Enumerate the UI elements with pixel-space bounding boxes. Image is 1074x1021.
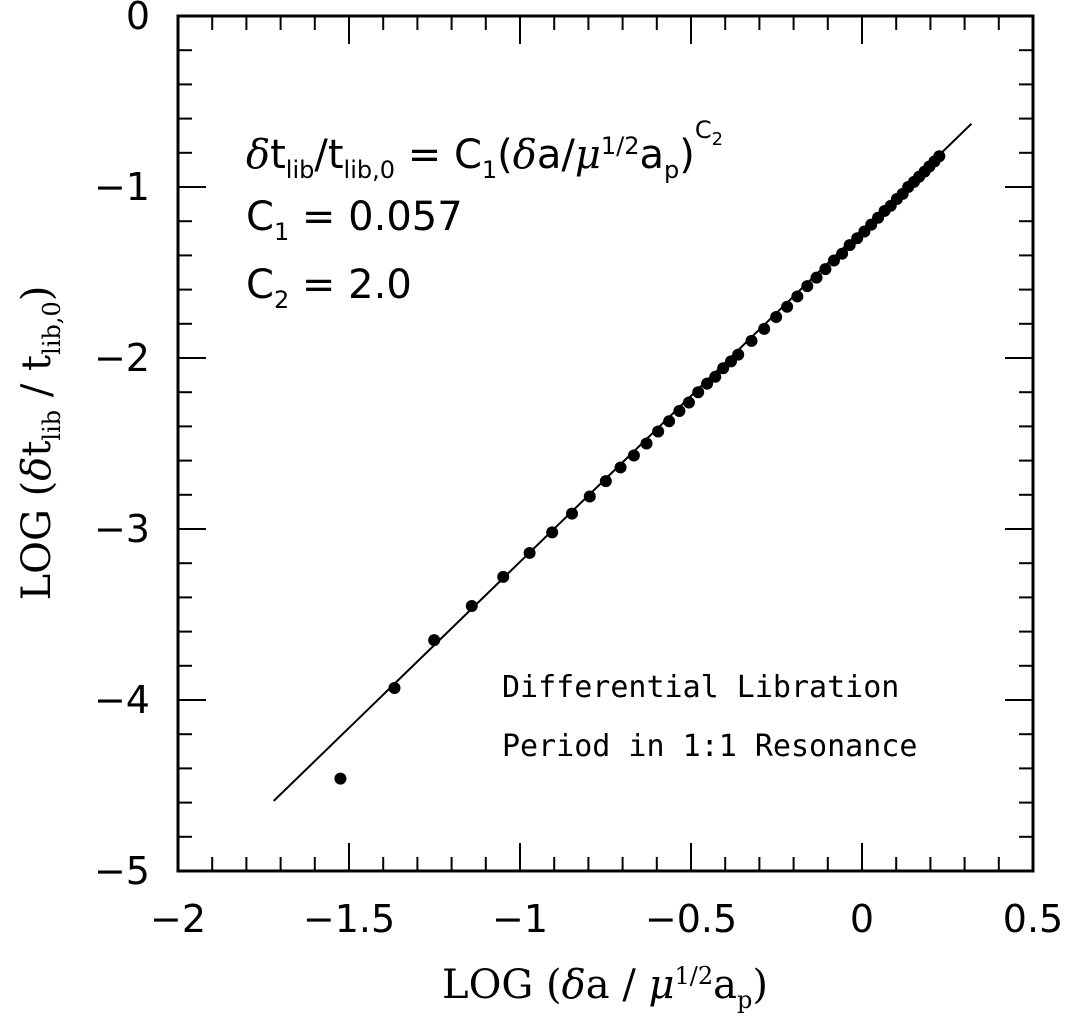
formula-exp-sub: 2 xyxy=(712,129,723,150)
data-point xyxy=(745,334,758,347)
c1-c: C xyxy=(246,194,274,240)
x-title-sub: p xyxy=(737,986,752,1014)
formula-close-paren: ) xyxy=(679,132,695,178)
formula-a2: a xyxy=(639,132,664,178)
data-point xyxy=(673,405,686,418)
formula-eq-c: = C xyxy=(395,132,482,178)
y-title-delta: δ xyxy=(14,457,60,481)
data-point xyxy=(565,507,578,520)
c2-sub: 2 xyxy=(274,286,289,314)
data-point xyxy=(770,310,783,323)
x-tick-labels: −2 −1.5 −1 −0.5 0 0.5 xyxy=(150,897,1063,941)
y-tick-labels: 0 −1 −2 −3 −4 −5 xyxy=(94,0,150,893)
formula-delta-2: δ xyxy=(513,132,537,178)
x-title-delta: δ xyxy=(562,962,586,1008)
x-tick-label: −0.5 xyxy=(645,897,737,941)
data-point xyxy=(334,772,347,785)
data-point xyxy=(583,490,596,503)
data-point xyxy=(523,546,536,559)
c2-c: C xyxy=(246,262,274,308)
data-point xyxy=(732,348,745,361)
x-title-suffix: ) xyxy=(752,962,768,1008)
c2-value: = 2.0 xyxy=(289,262,412,308)
data-point xyxy=(627,449,640,462)
c1-annotation: C1 = 0.057 xyxy=(246,194,463,246)
data-point xyxy=(801,280,814,293)
data-point xyxy=(791,290,804,303)
y-title-sub2: lib,0 xyxy=(38,301,66,355)
formula-sub-p: p xyxy=(664,156,679,184)
data-point xyxy=(810,271,823,284)
note-line-1: Differential Libration xyxy=(502,670,899,705)
data-points xyxy=(334,150,946,785)
c1-sub: 1 xyxy=(274,218,289,246)
formula-annotation: δtlib/tlib,0 = C1(δa/μ1/2ap)C2 xyxy=(246,116,723,184)
data-point xyxy=(819,263,832,276)
y-title-suffix: ) xyxy=(14,286,60,302)
x-title-prefix: LOG ( xyxy=(442,962,562,1008)
data-point xyxy=(682,396,695,409)
formula-open-paren: ( xyxy=(497,132,513,178)
formula-a-slash: a/ xyxy=(537,132,576,178)
formula-slash-t: /t xyxy=(314,132,343,178)
data-point xyxy=(428,634,441,647)
y-axis-title: LOG (δtlib / tlib,0) xyxy=(14,286,66,601)
formula-t: t xyxy=(270,132,286,178)
data-point xyxy=(709,370,722,383)
x-axis-title: LOG (δa / μ1/2ap) xyxy=(442,962,768,1014)
y-tick-label: −5 xyxy=(94,849,150,893)
x-title-a: a / xyxy=(586,962,649,1008)
formula-mu: μ xyxy=(575,132,601,178)
c1-value: = 0.057 xyxy=(289,194,462,240)
data-point xyxy=(827,254,840,267)
x-title-mu: μ xyxy=(649,962,675,1008)
x-title-power: 1/2 xyxy=(675,962,714,990)
formula-half: 1/2 xyxy=(601,132,640,160)
y-title-mid: / t xyxy=(14,355,60,410)
data-point xyxy=(652,425,665,438)
y-title-t: t xyxy=(14,441,60,457)
formula-sub-lib: lib xyxy=(286,156,315,184)
c2-annotation: C2 = 2.0 xyxy=(246,262,412,314)
data-point xyxy=(640,437,653,450)
data-point xyxy=(497,570,510,583)
x-tick-label: 0.5 xyxy=(1003,897,1063,941)
data-point xyxy=(388,682,401,695)
data-point xyxy=(933,150,946,163)
y-tick-label: −4 xyxy=(94,678,150,722)
formula-sub-1: 1 xyxy=(482,156,497,184)
data-point xyxy=(758,322,771,335)
data-point xyxy=(836,247,849,260)
x-title-a2: a xyxy=(713,962,737,1008)
y-tick-label: −2 xyxy=(94,336,150,380)
note-line-2: Period in 1:1 Resonance xyxy=(502,729,917,764)
data-point xyxy=(465,599,478,612)
x-tick-label: −2 xyxy=(150,897,206,941)
formula-exp-c: C xyxy=(695,116,712,144)
data-point xyxy=(614,461,627,474)
data-point xyxy=(781,300,794,313)
formula-delta: δ xyxy=(246,132,270,178)
data-point xyxy=(692,386,705,399)
y-tick-label: 0 xyxy=(126,0,150,38)
data-point xyxy=(599,475,612,488)
plot-frame xyxy=(176,14,1035,873)
data-point xyxy=(717,362,730,375)
y-tick-label: −3 xyxy=(94,507,150,551)
y-title-prefix: LOG ( xyxy=(14,481,60,601)
formula-sub-lib0: lib,0 xyxy=(344,156,395,184)
x-tick-label: −1 xyxy=(492,897,548,941)
x-tick-label: −1.5 xyxy=(303,897,395,941)
data-point xyxy=(701,377,714,390)
data-point xyxy=(663,415,676,428)
y-title-sub1: lib xyxy=(38,410,66,441)
y-tick-label: −1 xyxy=(94,165,150,209)
data-point xyxy=(546,526,559,539)
x-tick-label: 0 xyxy=(850,897,874,941)
